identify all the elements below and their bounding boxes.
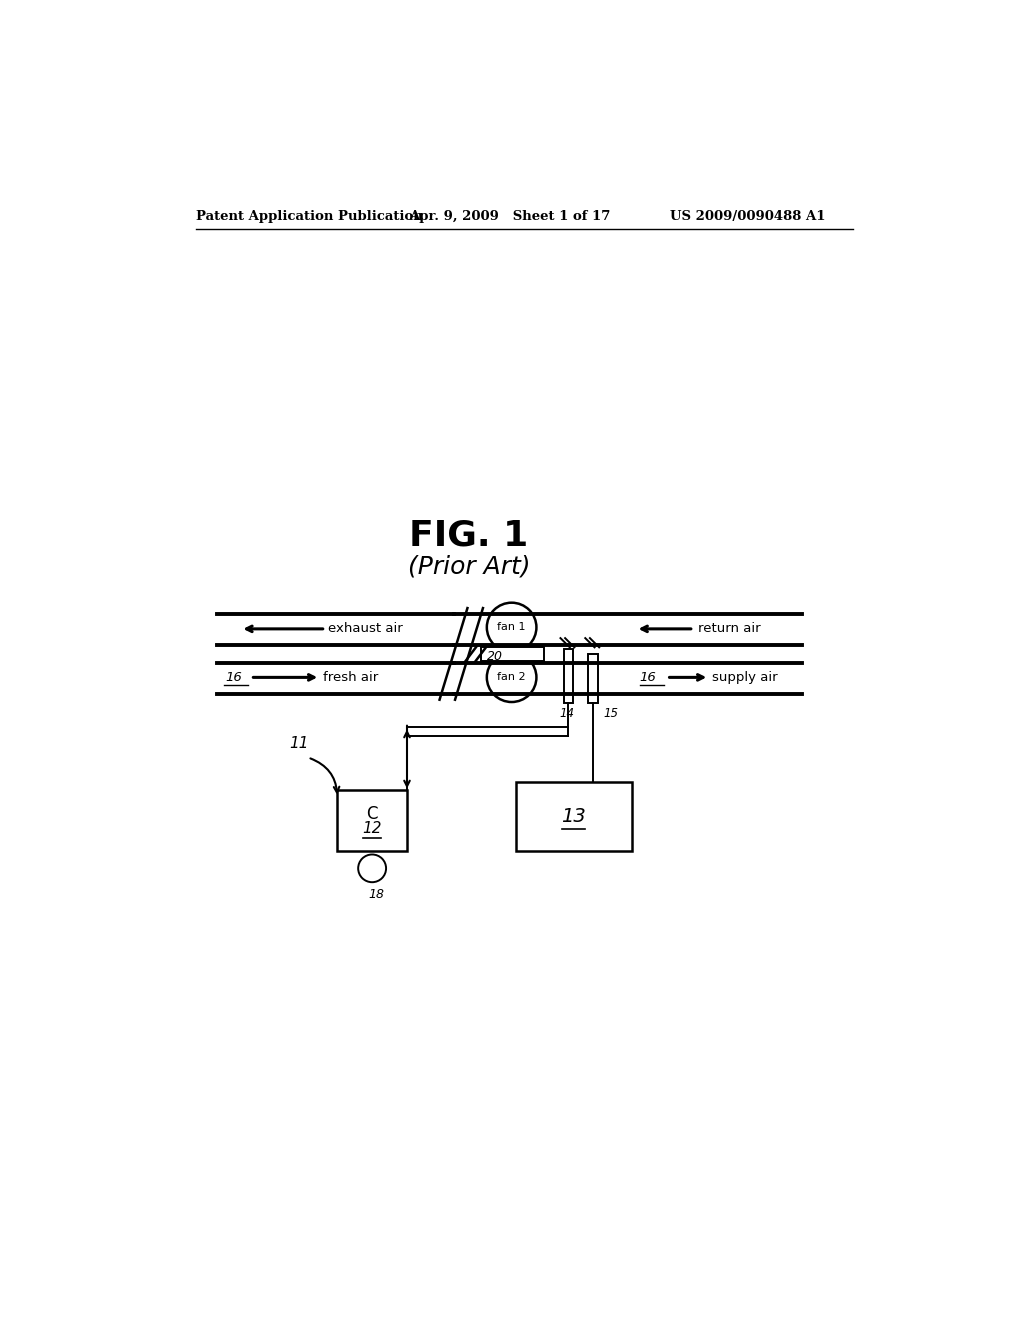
Text: exhaust air: exhaust air xyxy=(328,622,402,635)
Circle shape xyxy=(486,603,537,652)
Text: 16: 16 xyxy=(225,671,242,684)
Bar xyxy=(515,781,632,851)
Text: 15: 15 xyxy=(604,706,618,719)
Circle shape xyxy=(486,653,537,702)
Text: supply air: supply air xyxy=(713,671,778,684)
Bar xyxy=(563,649,572,702)
Bar xyxy=(337,789,407,851)
Text: 14: 14 xyxy=(559,706,574,719)
Text: (Prior Art): (Prior Art) xyxy=(408,554,530,578)
Text: fan 2: fan 2 xyxy=(498,672,526,682)
Circle shape xyxy=(358,854,386,882)
Text: Patent Application Publication: Patent Application Publication xyxy=(197,210,423,223)
Text: FIG. 1: FIG. 1 xyxy=(410,519,528,553)
Text: fan 1: fan 1 xyxy=(498,622,526,632)
Bar xyxy=(480,647,544,661)
Text: US 2009/0090488 A1: US 2009/0090488 A1 xyxy=(671,210,826,223)
Text: 20: 20 xyxy=(486,649,503,663)
Text: return air: return air xyxy=(697,622,760,635)
Text: Apr. 9, 2009   Sheet 1 of 17: Apr. 9, 2009 Sheet 1 of 17 xyxy=(410,210,610,223)
Text: 11: 11 xyxy=(289,737,308,751)
Text: 13: 13 xyxy=(561,808,586,826)
Text: C: C xyxy=(367,805,378,824)
Text: 18: 18 xyxy=(368,888,384,902)
Text: 12: 12 xyxy=(362,821,382,836)
Text: fresh air: fresh air xyxy=(324,671,379,684)
Bar xyxy=(589,653,598,702)
Text: 16: 16 xyxy=(640,671,656,684)
